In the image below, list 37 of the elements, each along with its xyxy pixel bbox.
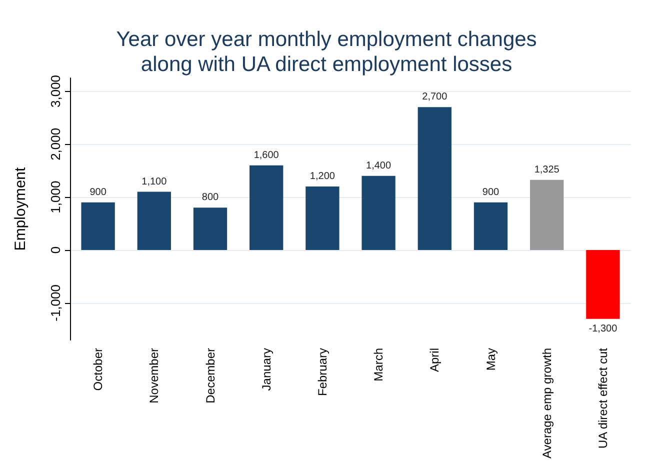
data-label: 900 (482, 186, 500, 198)
bar (250, 165, 284, 250)
x-tick-label: Average emp growth (540, 348, 554, 459)
data-label: 1,400 (366, 160, 392, 172)
x-tick-label: November (147, 348, 162, 404)
bar (193, 208, 228, 250)
bar (418, 107, 452, 250)
bar (586, 250, 620, 319)
bar (474, 202, 508, 250)
y-axis-title: Employment (12, 166, 29, 251)
data-label: 1,600 (254, 150, 280, 161)
x-tick-label: December (203, 348, 218, 404)
bar (137, 192, 171, 250)
x-tick-label: February (315, 348, 330, 396)
bar (530, 180, 564, 250)
chart-title: Year over year monthly employment changes along with UA direct employment losses (116, 28, 537, 76)
y-tick-label: -1,000 (48, 284, 63, 322)
x-tick-label: January (259, 348, 274, 391)
data-label: 900 (90, 186, 107, 198)
y-tick-label: 1,000 (48, 180, 63, 214)
data-label: -1,300 (588, 323, 618, 334)
y-tick-label: 0 (48, 246, 63, 254)
x-tick-label: UA direct effect cut (596, 347, 610, 448)
bar (306, 186, 340, 250)
bar (362, 176, 396, 250)
y-tick-label: 2,000 (48, 128, 63, 160)
data-label: 2,700 (422, 92, 448, 103)
bar (81, 202, 115, 250)
x-tick-label: April (428, 348, 442, 372)
data-label: 1,100 (142, 176, 168, 188)
x-tick-label: October (91, 348, 106, 391)
data-label: 1,325 (534, 164, 560, 176)
data-label: 800 (202, 192, 220, 204)
data-label: 1,200 (310, 171, 336, 182)
x-tick-label: May (484, 348, 498, 371)
y-tick-label: 3,000 (48, 74, 63, 108)
x-tick-label: March (372, 348, 386, 382)
